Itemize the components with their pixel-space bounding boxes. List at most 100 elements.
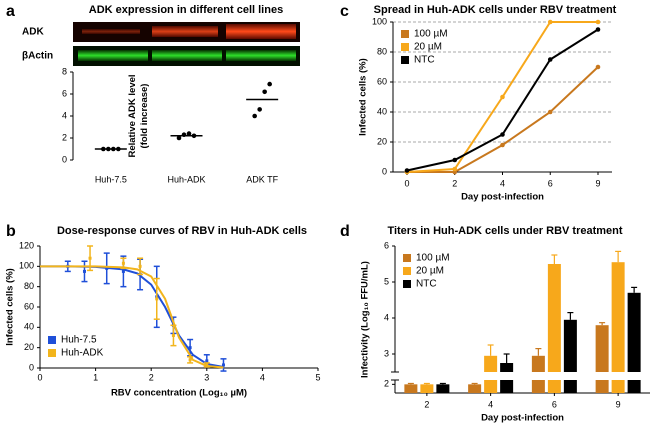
chart-title: ADK expression in different cell lines (89, 4, 283, 16)
y-tick-label: 100 (372, 16, 387, 26)
x-tick-label: 6 (548, 178, 553, 188)
legend-label: 20 µM (414, 42, 442, 53)
panel-letter: b (6, 223, 16, 240)
y-tick-label: 40 (24, 322, 34, 332)
bar (500, 380, 514, 393)
bar (627, 380, 641, 393)
x-tick-label: 9 (595, 178, 600, 188)
legend-swatch (401, 30, 409, 38)
y-tick-label: 4 (384, 312, 389, 322)
x-tick-label: 9 (616, 399, 621, 409)
chart-title: Spread in Huh-ADK cells under RBV treatm… (374, 4, 617, 16)
bar (611, 262, 625, 372)
data-point (452, 166, 458, 172)
data-point (547, 57, 553, 62)
legend-swatch (403, 267, 411, 275)
data-point (404, 168, 410, 173)
data-point (121, 261, 125, 265)
data-point (500, 94, 505, 100)
y-tick-label: 60 (24, 301, 34, 311)
bar (563, 319, 577, 372)
y-tick-label: 40 (377, 106, 387, 116)
bar (563, 380, 577, 393)
y-tick-label: 0 (29, 362, 34, 372)
bar (595, 380, 609, 393)
x-tick-label: 4 (488, 399, 493, 409)
data-point (171, 333, 175, 337)
bar (547, 380, 561, 393)
dot (252, 113, 257, 119)
y-tick-label: 100 (19, 261, 34, 271)
data-point (452, 157, 458, 163)
y-tick-label: 60 (377, 76, 387, 86)
data-point (188, 346, 192, 350)
x-axis-label: Day post-infection (481, 413, 564, 424)
data-point (547, 109, 553, 115)
data-point (595, 27, 601, 32)
y-tick-label: 6 (384, 240, 389, 250)
dot (186, 131, 192, 136)
x-tick-label: 5 (315, 372, 320, 382)
data-point (500, 142, 505, 148)
legend-swatch (403, 280, 411, 288)
y-tick-label: 0 (382, 166, 387, 176)
bar (404, 384, 418, 393)
series-line (407, 66, 599, 173)
y-tick-label: 0 (62, 154, 67, 164)
data-point (221, 363, 225, 367)
fit-curve (40, 265, 224, 369)
data-point (82, 269, 86, 273)
legend-label: Huh-ADK (61, 348, 104, 359)
x-tick-label: 3 (204, 372, 209, 382)
bar (547, 264, 561, 372)
data-point (205, 363, 209, 367)
panel-letter: d (340, 223, 350, 240)
y-tick-label: 4 (62, 110, 67, 120)
bar (627, 292, 641, 372)
x-tick-label: 2 (452, 178, 457, 188)
y-tick-label: 80 (377, 46, 387, 56)
bar (531, 380, 545, 393)
y-tick-label: 6 (62, 88, 67, 98)
y-tick-label: 5 (384, 276, 389, 286)
legend-swatch (403, 254, 411, 262)
x-tick-label: ADK TF (246, 174, 278, 184)
legend-label: 100 µM (414, 29, 448, 40)
legend-label: Huh-7.5 (61, 335, 97, 346)
legend-label: NTC (416, 279, 437, 290)
bar (484, 380, 498, 393)
bar (500, 363, 514, 372)
dot (176, 135, 182, 141)
chart-title: Titers in Huh-ADK cells under RBV treatm… (387, 225, 622, 237)
y-tick-label: 3 (384, 348, 389, 358)
dot (257, 107, 262, 112)
legend-swatch (401, 43, 409, 51)
x-axis-label: Day post-infection (461, 192, 544, 203)
bar (484, 355, 498, 372)
data-point (155, 297, 159, 301)
data-point (121, 269, 125, 273)
legend-label: NTC (414, 55, 435, 66)
data-point (500, 132, 505, 137)
y-axis-label: Infectivity (Log₁₀ FFU/mL) (360, 261, 371, 378)
legend-label: 100 µM (416, 253, 450, 264)
blot-label: ADK (22, 27, 44, 38)
y-axis-label: Relative ADK level (127, 74, 138, 157)
bar (531, 355, 545, 372)
y-tick-label: 2 (62, 132, 67, 142)
y-tick-label: 80 (24, 281, 34, 291)
x-tick-label: 4 (260, 372, 265, 382)
bar (420, 384, 434, 393)
data-point (105, 266, 109, 270)
x-tick-label: 4 (500, 178, 505, 188)
legend-swatch (48, 336, 56, 344)
data-point (205, 359, 209, 363)
y-tick-label: 2 (384, 379, 389, 389)
x-axis-label: RBV concentration (Log₁₀ µM) (111, 388, 247, 399)
x-tick-label: 0 (37, 372, 42, 382)
bar (436, 384, 450, 393)
y-axis-label: Infected cells (%) (358, 58, 369, 136)
bar (468, 384, 482, 393)
x-tick-label: 2 (424, 399, 429, 409)
